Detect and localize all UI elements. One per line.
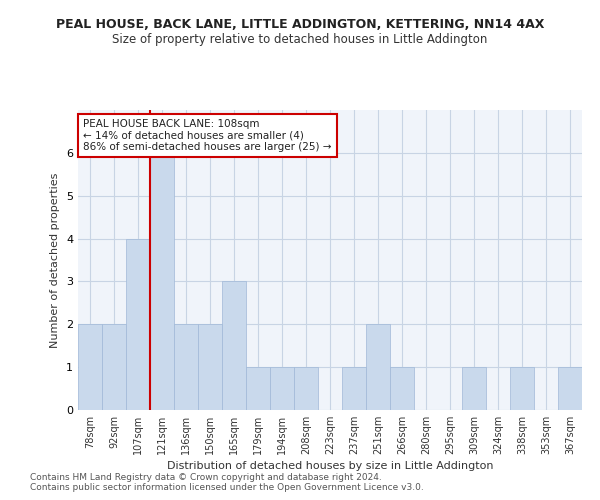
Bar	[294, 367, 318, 410]
Bar	[246, 367, 270, 410]
Bar	[102, 324, 126, 410]
Text: PEAL HOUSE, BACK LANE, LITTLE ADDINGTON, KETTERING, NN14 4AX: PEAL HOUSE, BACK LANE, LITTLE ADDINGTON,…	[56, 18, 544, 30]
Bar	[510, 367, 534, 410]
Y-axis label: Number of detached properties: Number of detached properties	[50, 172, 61, 348]
Bar	[174, 324, 198, 410]
Bar	[222, 282, 246, 410]
Text: Size of property relative to detached houses in Little Addington: Size of property relative to detached ho…	[112, 32, 488, 46]
Bar	[126, 238, 150, 410]
Bar	[462, 367, 486, 410]
Text: Contains public sector information licensed under the Open Government Licence v3: Contains public sector information licen…	[30, 484, 424, 492]
X-axis label: Distribution of detached houses by size in Little Addington: Distribution of detached houses by size …	[167, 461, 493, 471]
Bar	[342, 367, 366, 410]
Bar	[270, 367, 294, 410]
Bar	[366, 324, 390, 410]
Bar	[390, 367, 414, 410]
Text: Contains HM Land Registry data © Crown copyright and database right 2024.: Contains HM Land Registry data © Crown c…	[30, 474, 382, 482]
Bar	[78, 324, 102, 410]
Bar	[558, 367, 582, 410]
Bar	[150, 153, 174, 410]
Bar	[198, 324, 222, 410]
Text: PEAL HOUSE BACK LANE: 108sqm
← 14% of detached houses are smaller (4)
86% of sem: PEAL HOUSE BACK LANE: 108sqm ← 14% of de…	[83, 119, 332, 152]
